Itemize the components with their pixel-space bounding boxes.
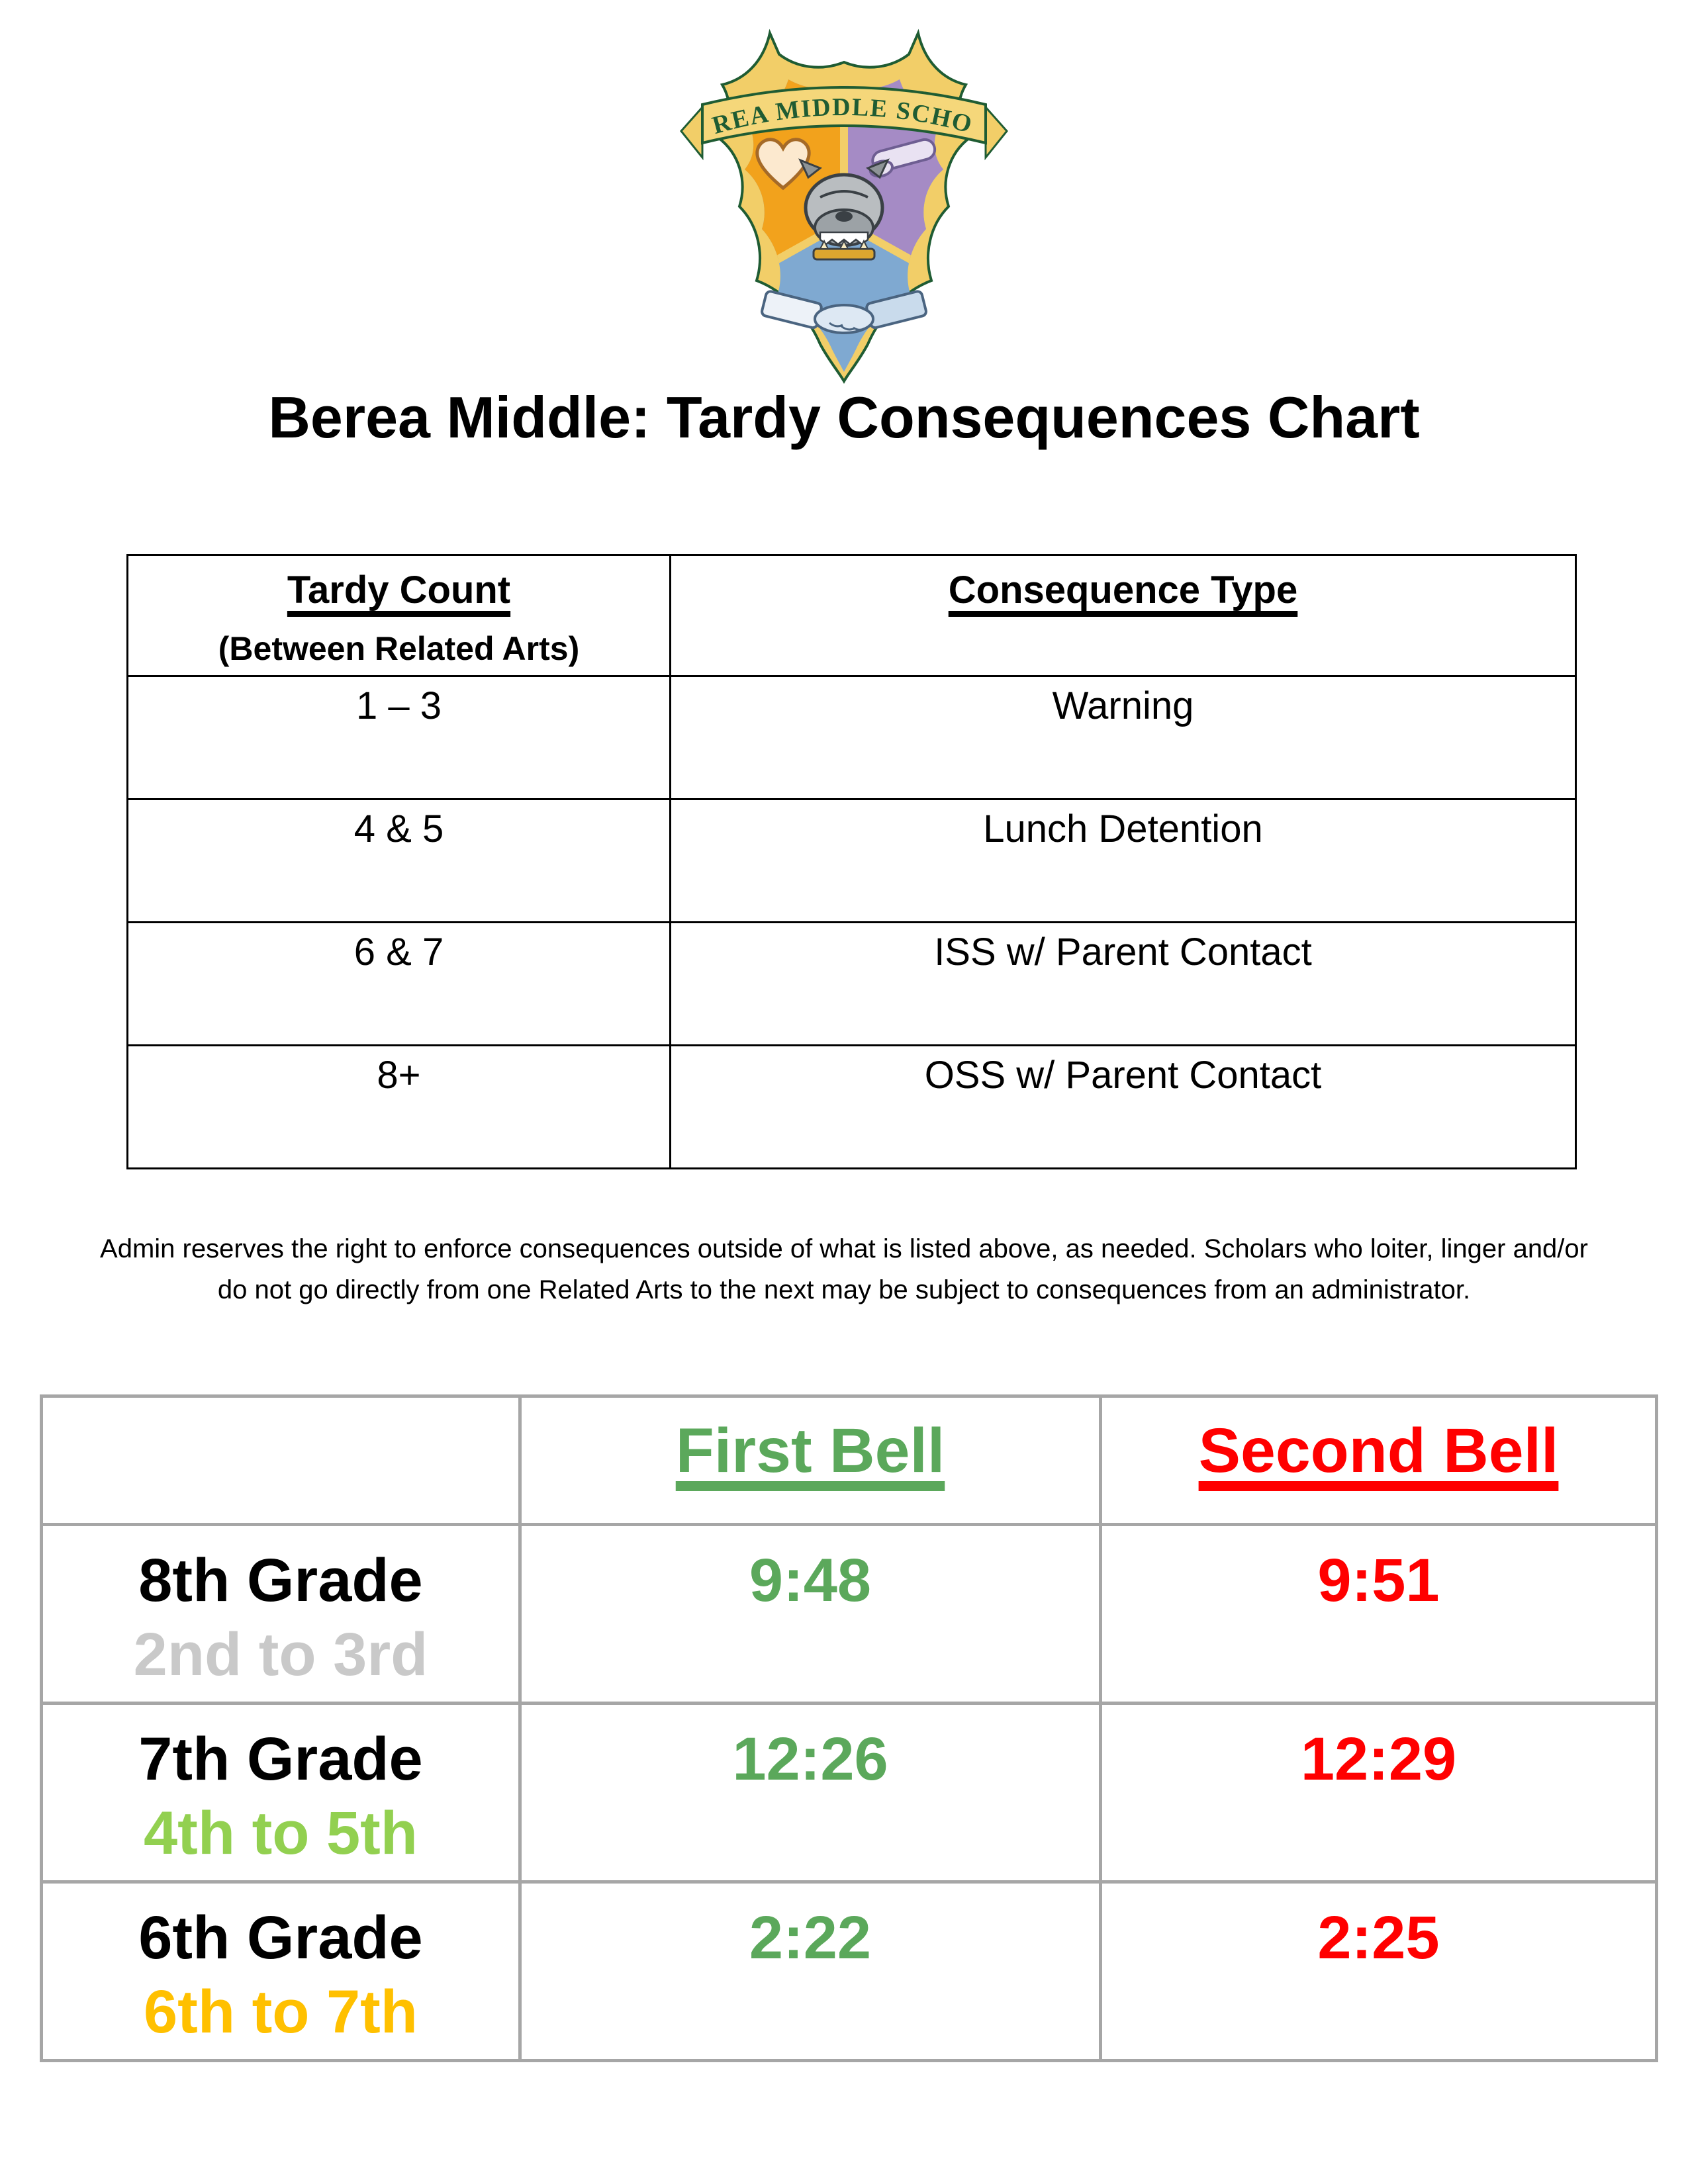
consequences-header-row: Tardy Count (Between Related Arts) Conse… xyxy=(126,554,1577,677)
grade-label: 6th Grade xyxy=(138,1904,423,1972)
consequence-type-cell: OSS w/ Parent Contact xyxy=(669,1044,1577,1169)
consequences-table: Tardy Count (Between Related Arts) Conse… xyxy=(126,554,1577,1169)
page-title: Berea Middle: Tardy Consequences Chart xyxy=(268,385,1420,450)
second-bell-time: 12:29 xyxy=(1300,1725,1457,1793)
consequence-type-cell: Warning xyxy=(669,675,1577,800)
admin-note-line1: Admin reserves the right to enforce cons… xyxy=(100,1234,1588,1263)
tardy-count-cell: 1 – 3 xyxy=(126,675,671,800)
consequence-row: 4 & 5 Lunch Detention xyxy=(126,798,1577,923)
heart-hands-icon xyxy=(755,138,811,191)
second-bell-time: 9:51 xyxy=(1317,1547,1440,1614)
tardy-count-cell: 6 & 7 xyxy=(126,921,671,1046)
second-bell-time: 2:25 xyxy=(1317,1904,1440,1972)
tardy-count-subtitle: (Between Related Arts) xyxy=(218,630,580,667)
consequence-type-cell: Lunch Detention xyxy=(669,798,1577,923)
consequence-row: 8+ OSS w/ Parent Contact xyxy=(126,1044,1577,1169)
first-bell-header: First Bell xyxy=(675,1416,945,1486)
tardy-count-header: Tardy Count xyxy=(287,569,511,612)
grade-transition-label: 2nd to 3rd xyxy=(133,1621,428,1689)
first-bell-header-cell: First Bell xyxy=(518,1394,1102,1526)
first-bell-time-cell: 2:22 xyxy=(518,1880,1102,2062)
consequence-row: 1 – 3 Warning xyxy=(126,675,1577,800)
consequence-type-header-cell: Consequence Type xyxy=(669,554,1577,677)
grade-cell: 8th Grade 2nd to 3rd xyxy=(40,1523,522,1705)
first-bell-time: 12:26 xyxy=(732,1725,888,1793)
first-bell-time-cell: 12:26 xyxy=(518,1702,1102,1884)
second-bell-header-cell: Second Bell xyxy=(1099,1394,1658,1526)
bell-schedule-table: First Bell Second Bell 8th Grade 2nd to … xyxy=(40,1394,1658,2062)
bell-header-empty-cell xyxy=(40,1394,522,1526)
consequence-type-header: Consequence Type xyxy=(948,569,1298,612)
grade-transition-label: 6th to 7th xyxy=(144,1978,418,2046)
grade-label: 8th Grade xyxy=(138,1547,423,1614)
second-bell-time-cell: 2:25 xyxy=(1099,1880,1658,2062)
first-bell-time: 2:22 xyxy=(749,1904,872,1972)
second-bell-time-cell: 9:51 xyxy=(1099,1523,1658,1705)
school-crest-logo: BEREA MIDDLE SCHOOL xyxy=(679,24,1008,385)
bell-header-row: First Bell Second Bell xyxy=(40,1394,1658,1526)
tardy-count-cell: 4 & 5 xyxy=(126,798,671,923)
grade-cell: 6th Grade 6th to 7th xyxy=(40,1880,522,2062)
tardy-count-cell: 8+ xyxy=(126,1044,671,1169)
second-bell-header: Second Bell xyxy=(1198,1416,1559,1486)
admin-note: Admin reserves the right to enforce cons… xyxy=(36,1228,1652,1310)
second-bell-time-cell: 12:29 xyxy=(1099,1702,1658,1884)
admin-note-line2: do not go directly from one Related Arts… xyxy=(217,1275,1471,1304)
consequence-type-cell: ISS w/ Parent Contact xyxy=(669,921,1577,1046)
bell-row-7th: 7th Grade 4th to 5th 12:26 12:29 xyxy=(40,1702,1658,1884)
handshake-icon xyxy=(761,290,927,334)
first-bell-time: 9:48 xyxy=(749,1547,872,1614)
grade-cell: 7th Grade 4th to 5th xyxy=(40,1702,522,1884)
bell-row-8th: 8th Grade 2nd to 3rd 9:48 9:51 xyxy=(40,1523,1658,1705)
consequence-row: 6 & 7 ISS w/ Parent Contact xyxy=(126,921,1577,1046)
grade-label: 7th Grade xyxy=(138,1725,423,1793)
tardy-count-header-cell: Tardy Count (Between Related Arts) xyxy=(126,554,671,677)
bulldog-icon xyxy=(798,158,890,261)
first-bell-time-cell: 9:48 xyxy=(518,1523,1102,1705)
grade-transition-label: 4th to 5th xyxy=(144,1799,418,1868)
bell-row-6th: 6th Grade 6th to 7th 2:22 2:25 xyxy=(40,1880,1658,2062)
